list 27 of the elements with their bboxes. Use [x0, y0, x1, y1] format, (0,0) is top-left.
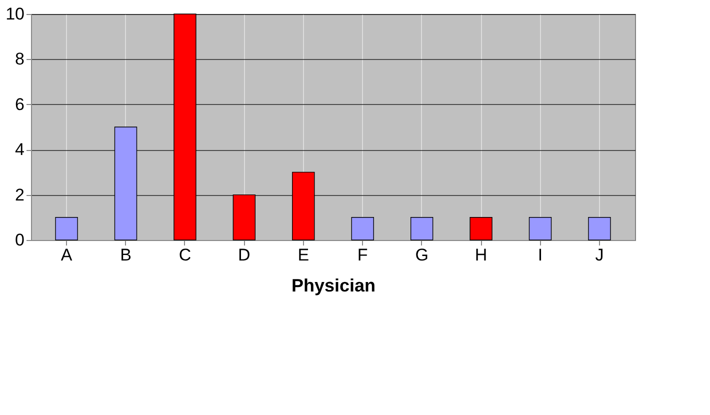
y-tick-label: 4 — [15, 140, 24, 160]
y-tick-label: 6 — [15, 94, 24, 114]
x-tick-label: A — [60, 246, 73, 264]
bar — [470, 217, 492, 240]
x-tick-label: B — [120, 246, 132, 264]
x-tick-label: C — [178, 246, 192, 264]
bar — [292, 172, 315, 240]
x-tick-label: J — [595, 246, 604, 264]
y-tick-label: 2 — [15, 185, 24, 204]
bar — [588, 217, 611, 240]
bar — [55, 217, 78, 240]
y-tick-label: 8 — [15, 50, 24, 69]
bar — [232, 194, 256, 240]
y-tick-label: 10 — [6, 4, 24, 24]
bar — [351, 217, 374, 240]
x-tick-label: I — [538, 246, 543, 264]
x-tick-label: D — [238, 246, 250, 264]
x-tick-label: G — [415, 246, 428, 264]
y-tick-label: 0 — [15, 230, 24, 250]
bar — [114, 126, 138, 240]
x-axis-title: Physician — [291, 276, 376, 296]
x-tick-label: F — [357, 246, 368, 264]
bar — [410, 217, 434, 240]
bar — [174, 14, 196, 240]
bar — [528, 217, 552, 240]
x-tick-label: E — [298, 246, 310, 264]
x-tick-label: H — [474, 246, 488, 264]
